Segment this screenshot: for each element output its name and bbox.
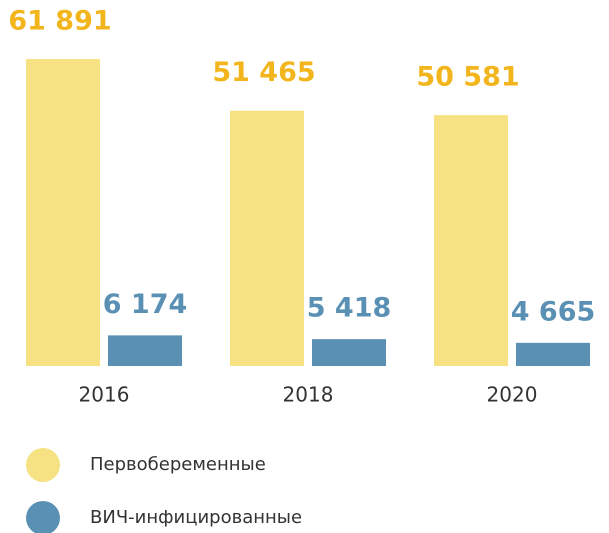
- value-label: 61 891: [8, 6, 111, 37]
- legend-label: Первобеременные: [90, 454, 266, 475]
- bar: [26, 59, 100, 366]
- x-tick-label: 2020: [487, 383, 538, 407]
- legend-label: ВИЧ-инфицированные: [90, 507, 302, 528]
- legend-swatch: [26, 448, 60, 482]
- value-label: 4 665: [511, 296, 596, 327]
- bar: [516, 342, 590, 366]
- bar: [312, 339, 386, 366]
- value-label: 50 581: [416, 62, 519, 93]
- value-label: 51 465: [212, 57, 315, 88]
- bar: [434, 115, 508, 366]
- value-label: 5 418: [307, 293, 392, 324]
- x-tick-label: 2018: [283, 383, 334, 407]
- bar: [230, 110, 304, 367]
- value-label: 6 174: [103, 289, 188, 320]
- bar: [108, 335, 182, 366]
- x-tick-label: 2016: [79, 383, 130, 407]
- legend-swatch: [26, 501, 60, 533]
